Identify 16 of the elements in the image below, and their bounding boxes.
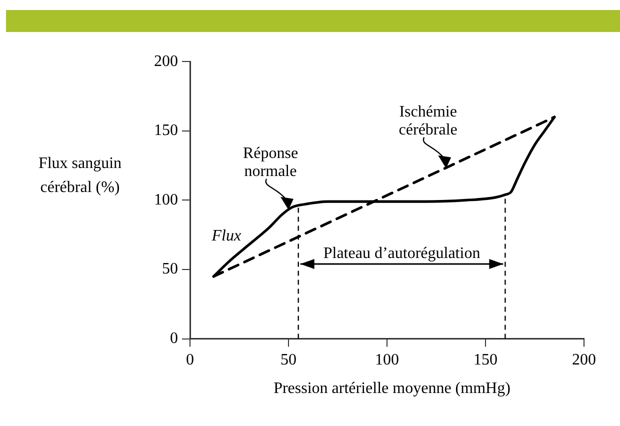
y-axis-title: Flux sanguin cérébral (%) xyxy=(37,154,123,198)
series-label: Flux xyxy=(210,228,242,245)
annotation: Ischémie cérébrale xyxy=(398,103,458,138)
annotation: Plateau d’autorégulation xyxy=(323,244,480,262)
x-axis-title: Pression artérielle moyenne (mmHg) xyxy=(272,379,512,399)
y-tick-label: 100 xyxy=(154,191,178,208)
y-tick-label: 0 xyxy=(170,330,178,348)
x-tick-label: 100 xyxy=(375,352,399,369)
x-tick-label: 50 xyxy=(280,352,296,369)
y-tick-label: 150 xyxy=(154,122,178,140)
x-tick-label: 150 xyxy=(474,352,498,369)
y-tick-label: 50 xyxy=(162,260,178,278)
y-tick-label: 200 xyxy=(154,52,178,70)
x-tick-label: 200 xyxy=(572,352,596,369)
x-tick-label: 0 xyxy=(186,352,194,369)
annotation: Réponse normale xyxy=(242,144,298,180)
